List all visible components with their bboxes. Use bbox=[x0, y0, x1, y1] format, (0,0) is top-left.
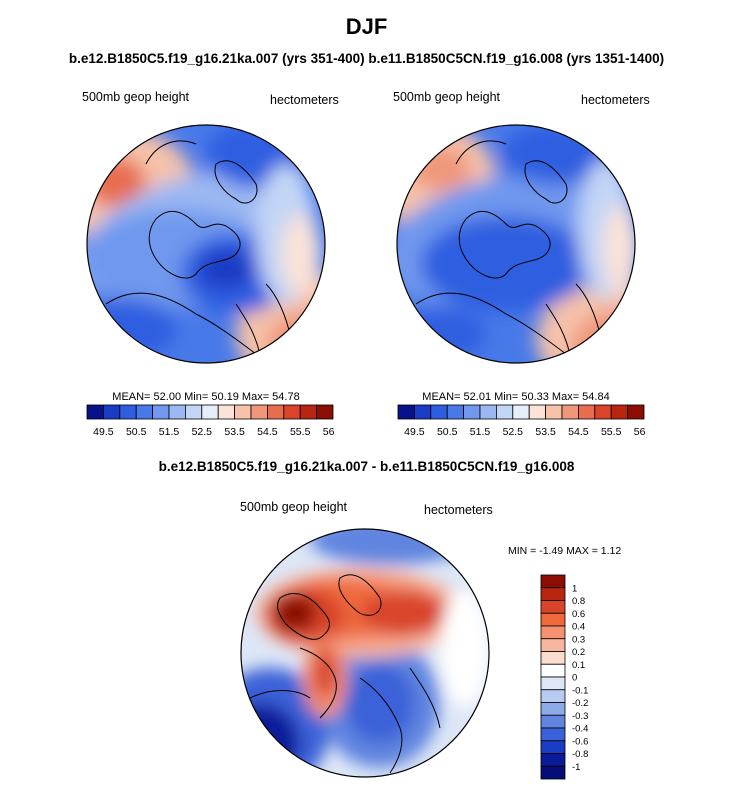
colorbar-swatch bbox=[234, 404, 252, 420]
colorbar-tick-label: 54.5 bbox=[568, 426, 589, 438]
left-panel-units-label: hectometers bbox=[270, 93, 339, 107]
difference-polar-map bbox=[240, 528, 490, 778]
colorbar-swatch bbox=[540, 676, 566, 691]
colorbar-swatch bbox=[152, 404, 170, 420]
colorbar-tick-label: 0.1 bbox=[572, 660, 585, 671]
colorbar-tick-label: 0 bbox=[572, 673, 577, 684]
colorbar-swatch bbox=[561, 404, 579, 420]
colorbar-tick-label: -0.8 bbox=[572, 749, 588, 760]
colorbar-tick-label: 0.6 bbox=[572, 609, 585, 620]
colorbar-swatch bbox=[413, 404, 432, 420]
colorbar-swatch bbox=[594, 404, 612, 420]
colorbar-swatch bbox=[627, 404, 645, 420]
colorbar-swatch bbox=[540, 765, 566, 780]
colorbar-tick-label: -0.4 bbox=[572, 724, 588, 735]
diff-panel-minmax: MIN = -1.49 MAX = 1.12 bbox=[508, 545, 622, 557]
colorbar-tick-label: 54.5 bbox=[257, 426, 278, 438]
colorbar-tick-label: 52.5 bbox=[503, 426, 524, 438]
colorbar-tick-label: 0.8 bbox=[572, 596, 585, 607]
left-polar-map bbox=[86, 124, 326, 364]
colorbar-tick-label: 50.5 bbox=[126, 426, 147, 438]
colorbar-tick-label: 49.5 bbox=[404, 426, 425, 438]
colorbar-swatch bbox=[266, 404, 285, 420]
colorbar-tick-label: 50.5 bbox=[437, 426, 458, 438]
colorbar-swatch bbox=[540, 612, 566, 627]
colorbar-swatch bbox=[540, 663, 566, 678]
colorbar-tick-label: 56.5 bbox=[323, 426, 334, 438]
colorbar-swatch bbox=[119, 404, 137, 420]
colorbar-tick-label: 49.5 bbox=[93, 426, 114, 438]
colorbar-swatch bbox=[430, 404, 448, 420]
colorbar-swatch bbox=[540, 740, 566, 754]
diff-panel-units-label: hectometers bbox=[424, 503, 493, 517]
colorbar-tick-label: 53.5 bbox=[224, 426, 245, 438]
colorbar-tick-label: -0.3 bbox=[572, 711, 588, 722]
diff-panel-variable-label: 500mb geop height bbox=[240, 500, 348, 514]
left-panel-stats: MEAN= 52.00 Min= 50.19 Max= 54.78 bbox=[112, 391, 300, 403]
right-coastlines bbox=[415, 140, 602, 360]
colorbar-swatch bbox=[540, 638, 566, 652]
colorbar-tick-label: 0.4 bbox=[572, 622, 585, 633]
figure-subtitle: b.e12.B1850C5.f19_g16.21ka.007 (yrs 351-… bbox=[68, 51, 665, 66]
colorbar-tick-label: 0.2 bbox=[572, 647, 585, 658]
colorbar-swatch bbox=[577, 404, 596, 420]
colorbar-tick-label: -0.2 bbox=[572, 698, 588, 709]
left-panel-variable-label: 500mb geop height bbox=[82, 90, 190, 104]
colorbar-swatch bbox=[463, 404, 481, 420]
colorbar-swatch bbox=[540, 727, 566, 742]
colorbar-swatch bbox=[102, 404, 121, 420]
colorbar-tick-label: 0.3 bbox=[572, 634, 585, 645]
colorbar-tick-label: 52.5 bbox=[192, 426, 213, 438]
colorbar-swatch bbox=[316, 404, 334, 420]
colorbar-swatch bbox=[479, 404, 497, 420]
colorbar-swatch bbox=[185, 404, 203, 420]
colorbar-swatch bbox=[283, 404, 301, 420]
colorbar-swatch bbox=[540, 625, 566, 640]
colorbar-swatch bbox=[446, 404, 465, 420]
colorbar-swatch bbox=[540, 600, 566, 614]
right-panel-stats: MEAN= 52.01 Min= 50.33 Max= 54.84 bbox=[422, 391, 610, 403]
colorbar-swatch bbox=[540, 702, 566, 716]
colorbar-swatch bbox=[545, 404, 563, 420]
right-panel-variable-label: 500mb geop height bbox=[393, 90, 501, 104]
colorbar-swatch bbox=[250, 404, 268, 420]
colorbar-tick-label: 55.5 bbox=[290, 426, 311, 438]
colorbar-tick-label: -0.1 bbox=[572, 685, 588, 696]
colorbar-swatch bbox=[540, 753, 566, 767]
colorbar-tick-label: 51.5 bbox=[159, 426, 180, 438]
colorbar-swatch bbox=[512, 404, 530, 420]
colorbar-swatch bbox=[610, 404, 628, 420]
colorbar-swatch bbox=[217, 404, 235, 420]
colorbar-tick-label: 56.5 bbox=[634, 426, 645, 438]
colorbar-swatch bbox=[86, 404, 104, 420]
colorbar-swatch bbox=[540, 689, 566, 703]
colorbar-swatch bbox=[397, 404, 415, 420]
colorbar-swatch bbox=[168, 404, 186, 420]
colorbar-swatch bbox=[528, 404, 546, 420]
right-colorbar: 49.5 50.5 51.5 52.5 53.5 54.5 55.5 56.5 bbox=[397, 404, 645, 438]
difference-colorbar: 1 0.8 0.6 0.40.3 0.2 0.1 0-0.1 -0.2 -0.3 -0.4-0.6… bbox=[540, 574, 588, 780]
colorbar-swatch bbox=[201, 404, 219, 420]
right-polar-map bbox=[396, 124, 636, 364]
colorbar-swatch bbox=[540, 587, 566, 601]
colorbar-swatch bbox=[540, 651, 566, 665]
colorbar-tick-label: 1 bbox=[572, 583, 577, 594]
colorbar-tick-label: -1 bbox=[572, 762, 580, 773]
figure-title: DJF bbox=[345, 14, 388, 39]
right-panel-units-label: hectometers bbox=[581, 93, 650, 107]
colorbar-swatch bbox=[299, 404, 317, 420]
colorbar-tick-label: 53.5 bbox=[535, 426, 556, 438]
colorbar-tick-label: 51.5 bbox=[470, 426, 491, 438]
colorbar-tick-label: -0.6 bbox=[572, 736, 588, 747]
difference-title: b.e12.B1850C5.f19_g16.21ka.007 - b.e11.B… bbox=[158, 459, 575, 474]
left-colorbar: 49.5 50.5 51.5 52.5 53.5 54.5 55.5 56.5 bbox=[86, 404, 334, 438]
colorbar-swatch bbox=[540, 714, 566, 729]
colorbar-swatch bbox=[540, 574, 566, 589]
colorbar-tick-label: 55.5 bbox=[601, 426, 622, 438]
diff-coastlines bbox=[249, 574, 441, 774]
colorbar-swatch bbox=[135, 404, 154, 420]
colorbar-swatch bbox=[496, 404, 514, 420]
